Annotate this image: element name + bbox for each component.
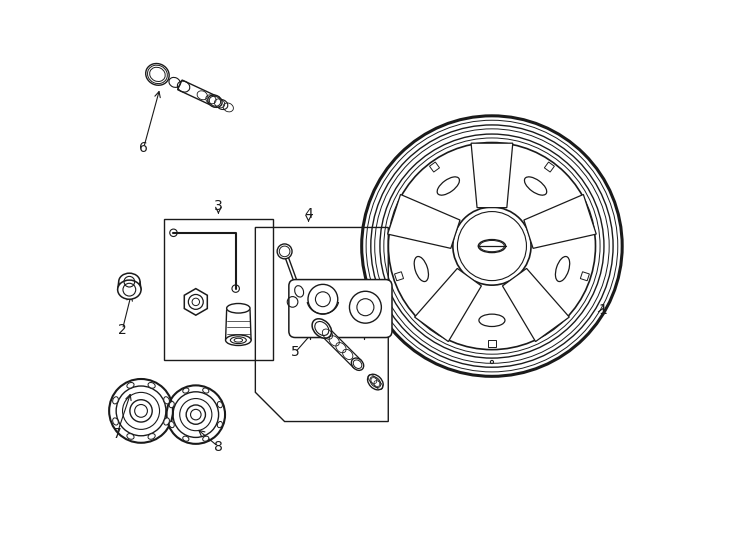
Polygon shape: [178, 80, 219, 107]
Ellipse shape: [368, 374, 383, 390]
Text: 2: 2: [118, 322, 127, 336]
Ellipse shape: [217, 422, 222, 428]
Ellipse shape: [294, 286, 304, 297]
Ellipse shape: [170, 402, 174, 408]
Text: 1: 1: [598, 303, 607, 317]
Ellipse shape: [352, 358, 363, 370]
Polygon shape: [318, 325, 361, 368]
Ellipse shape: [225, 335, 251, 346]
Ellipse shape: [117, 280, 141, 299]
Polygon shape: [471, 143, 513, 208]
Polygon shape: [503, 268, 570, 342]
Ellipse shape: [164, 418, 170, 425]
Text: 4: 4: [304, 207, 313, 221]
Text: 6: 6: [139, 141, 148, 155]
Ellipse shape: [203, 388, 209, 393]
Ellipse shape: [170, 422, 174, 428]
Ellipse shape: [127, 434, 134, 439]
Polygon shape: [524, 194, 596, 248]
Polygon shape: [388, 194, 460, 248]
Bar: [164, 219, 273, 360]
Ellipse shape: [217, 402, 222, 408]
Polygon shape: [415, 268, 482, 342]
FancyBboxPatch shape: [289, 280, 392, 338]
Ellipse shape: [127, 382, 134, 388]
Ellipse shape: [183, 436, 189, 441]
Ellipse shape: [148, 382, 155, 388]
Ellipse shape: [203, 436, 209, 441]
Ellipse shape: [183, 388, 189, 393]
Ellipse shape: [208, 95, 222, 107]
Polygon shape: [184, 288, 207, 315]
Text: 7: 7: [113, 427, 122, 441]
Ellipse shape: [112, 418, 118, 425]
Ellipse shape: [148, 434, 155, 439]
Text: 3: 3: [214, 199, 223, 213]
Ellipse shape: [112, 397, 118, 404]
Polygon shape: [280, 245, 303, 298]
Text: 8: 8: [214, 440, 222, 454]
Ellipse shape: [312, 319, 332, 338]
Ellipse shape: [164, 397, 170, 404]
Text: 5: 5: [291, 346, 299, 360]
Ellipse shape: [227, 303, 250, 313]
Ellipse shape: [277, 244, 292, 259]
Ellipse shape: [119, 273, 140, 290]
